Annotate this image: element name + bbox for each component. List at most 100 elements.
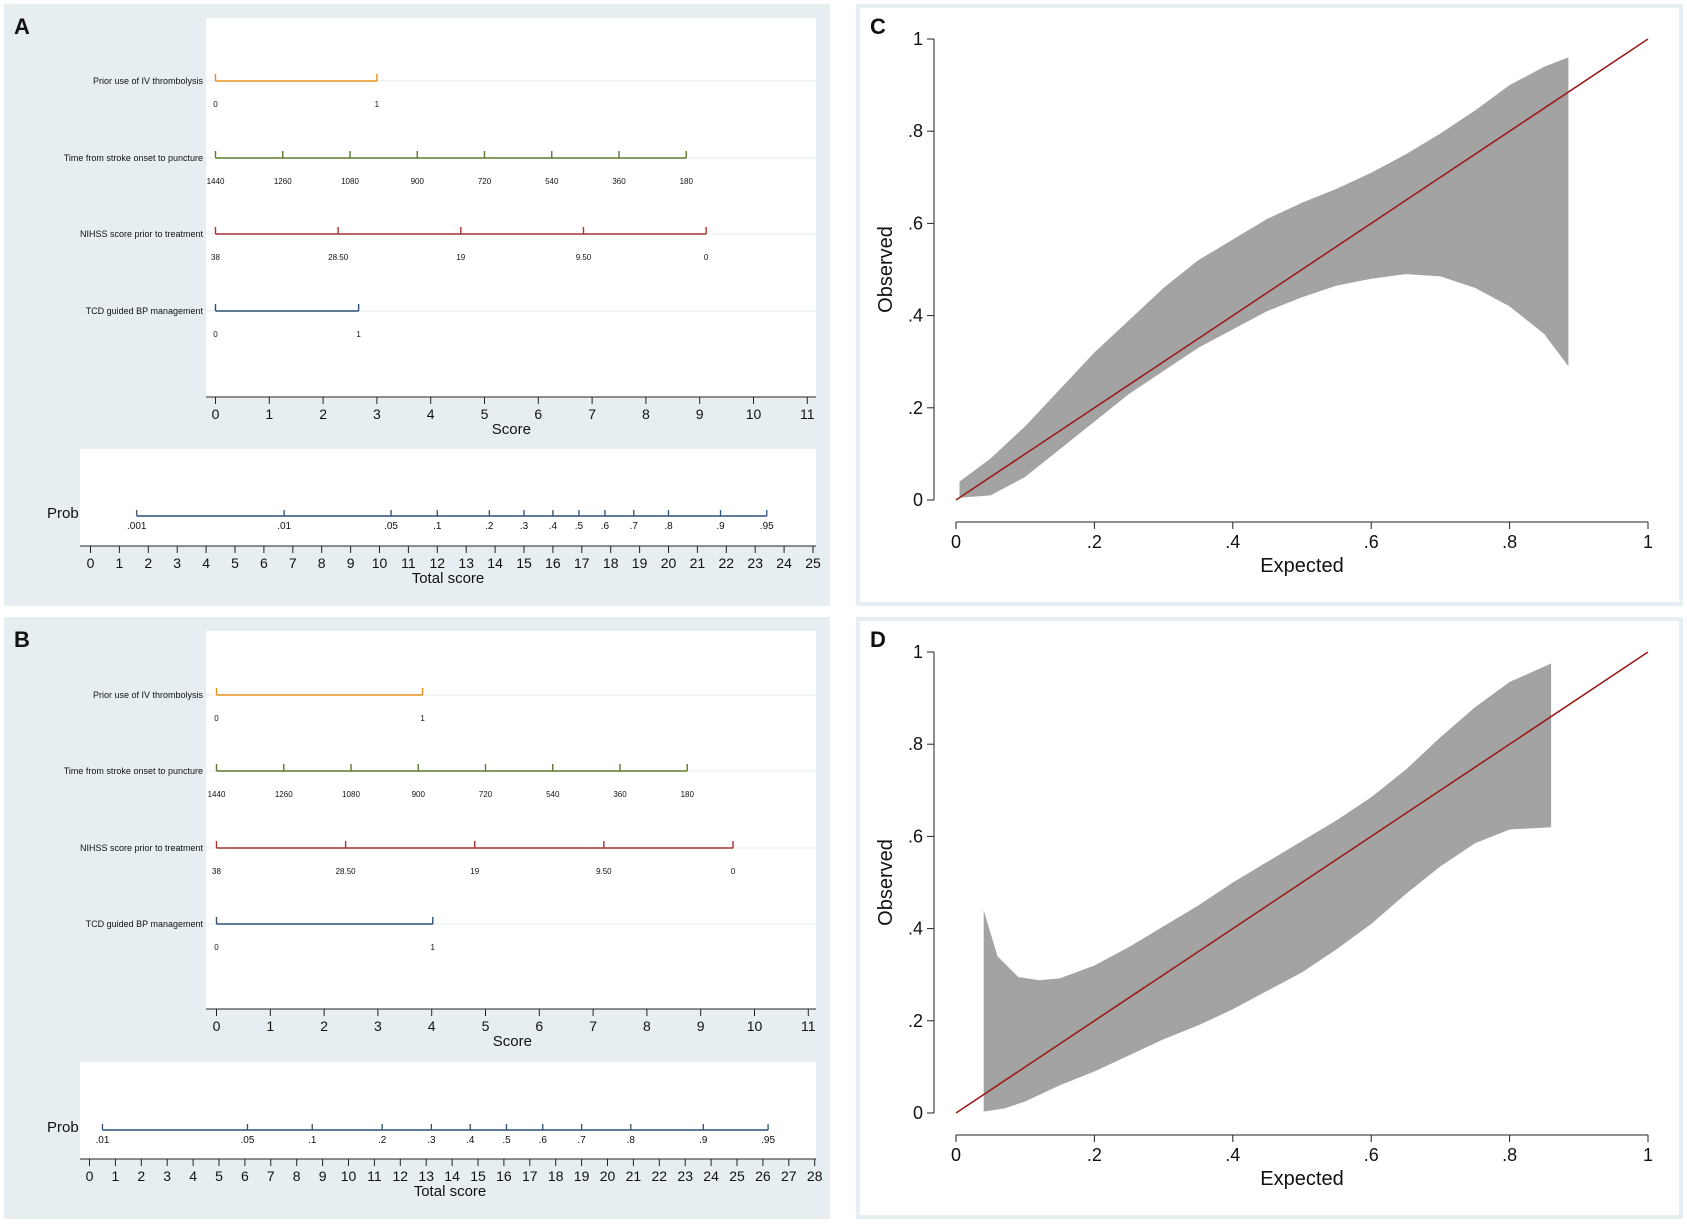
prob-tick-label: .001 bbox=[127, 521, 147, 532]
total-axis-tick-label: 1 bbox=[112, 1168, 120, 1184]
prob-tick-label: .01 bbox=[95, 1135, 109, 1146]
predictor-tick-label: 1440 bbox=[208, 790, 226, 799]
total-axis-tick-label: 7 bbox=[289, 555, 297, 571]
x-axis-tick-label: 1 bbox=[1643, 532, 1653, 552]
y-axis-tick-label: .4 bbox=[908, 306, 923, 326]
total-plot-area bbox=[80, 449, 816, 546]
score-axis-tick-label: 2 bbox=[320, 1018, 328, 1034]
score-axis-tick-label: 11 bbox=[800, 406, 815, 422]
y-axis-tick-label: .6 bbox=[908, 213, 923, 233]
prob-tick-label: .8 bbox=[664, 521, 673, 532]
predictor-tick-label: 9.50 bbox=[576, 253, 592, 262]
predictor-tick-label: 0 bbox=[731, 867, 736, 876]
predictor-tick-label: 180 bbox=[681, 790, 695, 799]
total-axis-tick-label: 21 bbox=[690, 555, 706, 571]
score-axis-tick-label: 7 bbox=[588, 406, 596, 422]
prob-label: Prob bbox=[47, 505, 79, 522]
total-axis-tick-label: 8 bbox=[293, 1168, 301, 1184]
total-axis-tick-label: 14 bbox=[487, 555, 503, 571]
prob-tick-label: .3 bbox=[427, 1135, 436, 1146]
prob-tick-label: .95 bbox=[760, 521, 774, 532]
total-axis-tick-label: 24 bbox=[776, 555, 792, 571]
prob-tick-label: .4 bbox=[466, 1135, 475, 1146]
panel-b-nomogram: B Prior use of IV thrombolysis 0 1 Time from… bbox=[4, 617, 830, 1219]
x-axis-tick-label: .6 bbox=[1364, 532, 1379, 552]
predictor-tick-label: 1080 bbox=[342, 790, 360, 799]
prob-tick-label: .6 bbox=[601, 521, 610, 532]
predictor-tick-label: 0 bbox=[213, 330, 218, 339]
total-axis-tick-label: 18 bbox=[548, 1168, 564, 1184]
total-axis-tick-label: 23 bbox=[677, 1168, 693, 1184]
y-axis-tick-label: .2 bbox=[908, 1011, 923, 1031]
prob-tick-label: .9 bbox=[716, 521, 725, 532]
score-axis-tick-label: 4 bbox=[428, 1018, 436, 1034]
total-axis-tick-label: 11 bbox=[401, 555, 416, 571]
score-axis-tick-label: 8 bbox=[643, 1018, 651, 1034]
predictor-tick-label: 540 bbox=[545, 177, 559, 186]
predictor-tick-label: 900 bbox=[412, 790, 426, 799]
prob-label: Prob bbox=[47, 1119, 79, 1136]
y-axis-tick-label: .6 bbox=[908, 826, 923, 846]
predictor-tick-label: 38 bbox=[212, 867, 221, 876]
total-axis-tick-label: 22 bbox=[652, 1168, 668, 1184]
predictor-name: NIHSS score prior to treatment bbox=[80, 843, 204, 853]
total-axis-tick-label: 11 bbox=[367, 1168, 382, 1184]
prob-tick-label: .05 bbox=[241, 1135, 255, 1146]
predictor-name: TCD guided BP management bbox=[86, 306, 204, 316]
score-axis-tick-label: 11 bbox=[801, 1018, 816, 1034]
total-axis-tick-label: 26 bbox=[755, 1168, 771, 1184]
x-axis-tick-label: .4 bbox=[1225, 532, 1240, 552]
score-axis-tick-label: 3 bbox=[374, 1018, 382, 1034]
score-axis-tick-label: 9 bbox=[696, 406, 704, 422]
score-axis-tick-label: 9 bbox=[697, 1018, 705, 1034]
prob-tick-label: .1 bbox=[308, 1135, 317, 1146]
score-axis-tick-label: 6 bbox=[535, 1018, 543, 1034]
score-axis-tick-label: 6 bbox=[534, 406, 542, 422]
panel-label: A bbox=[14, 14, 30, 39]
predictor-tick-label: 0 bbox=[214, 943, 219, 952]
total-axis-tick-label: 5 bbox=[215, 1168, 223, 1184]
total-axis-tick-label: 20 bbox=[600, 1168, 616, 1184]
prob-tick-label: .95 bbox=[761, 1135, 775, 1146]
total-axis-tick-label: 1 bbox=[116, 555, 124, 571]
total-axis-tick-label: 2 bbox=[144, 555, 152, 571]
total-axis-tick-label: 13 bbox=[458, 555, 474, 571]
panel-label: D bbox=[870, 627, 886, 652]
total-axis-tick-label: 22 bbox=[719, 555, 735, 571]
y-axis-tick-label: 1 bbox=[913, 642, 923, 662]
x-axis-tick-label: 0 bbox=[951, 1145, 961, 1165]
x-axis-tick-label: .2 bbox=[1087, 532, 1102, 552]
y-axis-title: Observed bbox=[875, 839, 897, 926]
total-axis-tick-label: 17 bbox=[574, 555, 590, 571]
total-axis-tick-label: 10 bbox=[372, 555, 388, 571]
score-axis-title: Score bbox=[493, 1033, 532, 1050]
total-axis-tick-label: 25 bbox=[805, 555, 821, 571]
total-axis-tick-label: 19 bbox=[574, 1168, 590, 1184]
total-axis-tick-label: 24 bbox=[703, 1168, 719, 1184]
total-axis-tick-label: 20 bbox=[661, 555, 677, 571]
total-axis-tick-label: 21 bbox=[626, 1168, 642, 1184]
predictor-tick-label: 0 bbox=[704, 253, 709, 262]
total-axis-tick-label: 8 bbox=[318, 555, 326, 571]
predictor-tick-label: 1 bbox=[420, 714, 425, 723]
panel-a-nomogram: A Prior use of IV thrombolysis 0 1 Time from… bbox=[4, 4, 830, 606]
score-axis-tick-label: 5 bbox=[481, 406, 489, 422]
prob-tick-label: .6 bbox=[539, 1135, 548, 1146]
predictor-tick-label: 1 bbox=[431, 943, 436, 952]
x-axis-tick-label: .2 bbox=[1087, 1145, 1102, 1165]
predictor-tick-label: 360 bbox=[612, 177, 626, 186]
predictor-name: Prior use of IV thrombolysis bbox=[93, 690, 204, 700]
score-axis-tick-label: 2 bbox=[319, 406, 327, 422]
score-axis-tick-label: 1 bbox=[266, 1018, 274, 1034]
predictor-tick-label: 1260 bbox=[275, 790, 293, 799]
score-plot-area bbox=[206, 631, 816, 1009]
predictor-tick-label: 900 bbox=[411, 177, 425, 186]
total-axis-tick-label: 3 bbox=[163, 1168, 171, 1184]
predictor-name: Time from stroke onset to puncture bbox=[64, 766, 203, 776]
prob-tick-label: .4 bbox=[549, 521, 558, 532]
total-axis-tick-label: 13 bbox=[418, 1168, 434, 1184]
predictor-tick-label: 28.50 bbox=[336, 867, 357, 876]
score-axis-tick-label: 10 bbox=[746, 406, 762, 422]
total-axis-tick-label: 28 bbox=[807, 1168, 823, 1184]
